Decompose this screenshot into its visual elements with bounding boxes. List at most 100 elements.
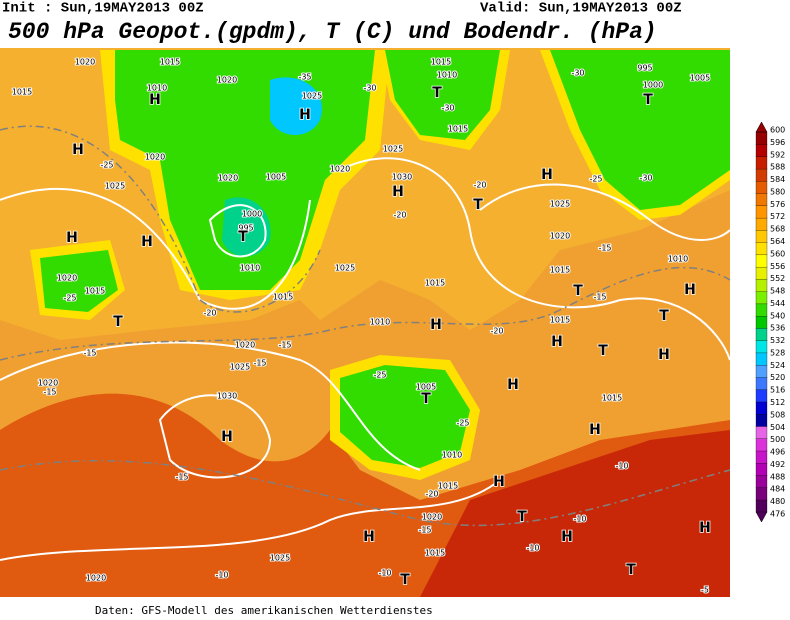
colorbar-swatch	[755, 180, 768, 194]
contour-label: 1025	[550, 200, 570, 209]
contour-label: -15	[278, 341, 291, 350]
isotherm	[0, 125, 321, 313]
contour-label: 1015	[431, 58, 451, 67]
colorbar-label: 568	[770, 225, 785, 234]
contour-label: 1020	[218, 174, 238, 183]
field-cold-core	[270, 77, 322, 135]
contour-label: 1020	[75, 58, 95, 67]
contour-label: -10	[215, 571, 228, 580]
contour-label: 1015	[425, 279, 445, 288]
colorbar-label: 524	[770, 361, 785, 370]
pressure-center: H	[149, 92, 161, 108]
colorbar-label: 600	[770, 126, 785, 135]
contour-label: 1020	[145, 153, 165, 162]
contour-label: 1015	[12, 88, 32, 97]
colorbar-swatch	[755, 156, 768, 170]
isobars	[0, 157, 731, 561]
contour-label: -25	[373, 371, 386, 380]
colorbar-swatch	[755, 377, 768, 390]
contour-label: 1020	[550, 232, 570, 241]
pressure-center: T	[421, 391, 431, 407]
colorbar-swatch	[755, 426, 768, 439]
colorbar-swatch	[755, 462, 768, 476]
pressure-center: H	[541, 167, 553, 183]
colorbar-label: 508	[770, 410, 785, 419]
colorbar-label: 536	[770, 324, 785, 333]
colorbar-label: 552	[770, 274, 785, 283]
colorbar-label: 560	[770, 249, 785, 258]
colorbar-swatch	[755, 499, 768, 513]
colorbar-arrow	[755, 121, 768, 133]
isobar	[0, 341, 421, 471]
contour-label: 1015	[273, 293, 293, 302]
contour-label: -20	[425, 490, 438, 499]
contour-label: 1000	[242, 210, 262, 219]
contour-label: 1015	[602, 394, 622, 403]
pressure-center: H	[430, 317, 442, 333]
colorbar-label: 584	[770, 175, 785, 184]
colorbar-label: 504	[770, 423, 785, 432]
colorbar-label: 572	[770, 212, 785, 221]
contour-label: -15	[43, 388, 56, 397]
colorbar-swatch	[755, 327, 768, 341]
colorbar-swatch	[755, 291, 768, 305]
colorbar-label: 520	[770, 373, 785, 382]
colorbar-label: 548	[770, 287, 785, 296]
contour-label: 1015	[85, 287, 105, 296]
pressure-center: T	[598, 343, 608, 359]
colorbar: 476 480 484 488 492 496 500 504 508 512 516 520 524 5…	[755, 121, 785, 523]
colorbar-swatch	[755, 144, 768, 157]
contour-label: 1010	[147, 84, 167, 93]
pressure-center: T	[517, 509, 527, 525]
pressure-center: H	[66, 230, 78, 246]
colorbar-arrow	[755, 511, 768, 523]
colorbar-label: 592	[770, 150, 785, 159]
isobar	[0, 187, 311, 310]
contour-label: -25	[100, 161, 113, 170]
contour-label: -30	[363, 84, 376, 93]
contour-label: 1030	[392, 173, 412, 182]
contour-label: 1020	[57, 274, 77, 283]
contour-label: 1020	[330, 165, 350, 174]
contour-label: 1030	[217, 392, 237, 401]
contour-label: -5	[701, 586, 709, 595]
colorbar-swatch	[755, 401, 768, 415]
colorbar-swatch	[755, 487, 768, 501]
colorbar-label: 476	[770, 510, 785, 519]
colorbar-swatch	[755, 364, 768, 378]
pressure-center: H	[141, 234, 153, 250]
colorbar-swatch	[755, 242, 768, 256]
contour-label: -30	[571, 69, 584, 78]
isotherm	[0, 266, 731, 361]
contour-label: 1005	[266, 173, 286, 182]
isobar	[479, 183, 731, 241]
contour-label: -15	[593, 293, 606, 302]
colorbar-swatch	[755, 217, 768, 231]
contour-label: 1010	[668, 255, 688, 264]
contour-label: 1025	[105, 182, 125, 191]
contour-label: 1000	[643, 81, 663, 90]
pressure-center: H	[658, 347, 670, 363]
pressure-center: T	[113, 314, 123, 330]
isobar	[339, 157, 731, 361]
colorbar-swatch	[755, 278, 768, 292]
colorbar-label: 528	[770, 348, 785, 357]
contour-label: 1020	[422, 513, 442, 522]
pressure-center: H	[363, 529, 375, 545]
contour-label: 1015	[425, 549, 445, 558]
pressure-center: T	[626, 562, 636, 578]
colorbar-label: 492	[770, 460, 785, 469]
valid-time: Valid: Sun,19MAY2013 00Z	[480, 1, 682, 17]
contour-label: 1010	[442, 451, 462, 460]
contour-label: 1015	[550, 316, 570, 325]
colorbar-swatch	[755, 168, 768, 182]
colorbar-swatch	[755, 229, 768, 243]
contour-label: 1025	[302, 92, 322, 101]
init-time: Init : Sun,19MAY2013 00Z	[2, 1, 204, 17]
field-cold	[550, 50, 730, 210]
colorbar-swatch	[755, 352, 768, 366]
contour-label: 1020	[38, 379, 58, 388]
contour-label: 1025	[270, 554, 290, 563]
